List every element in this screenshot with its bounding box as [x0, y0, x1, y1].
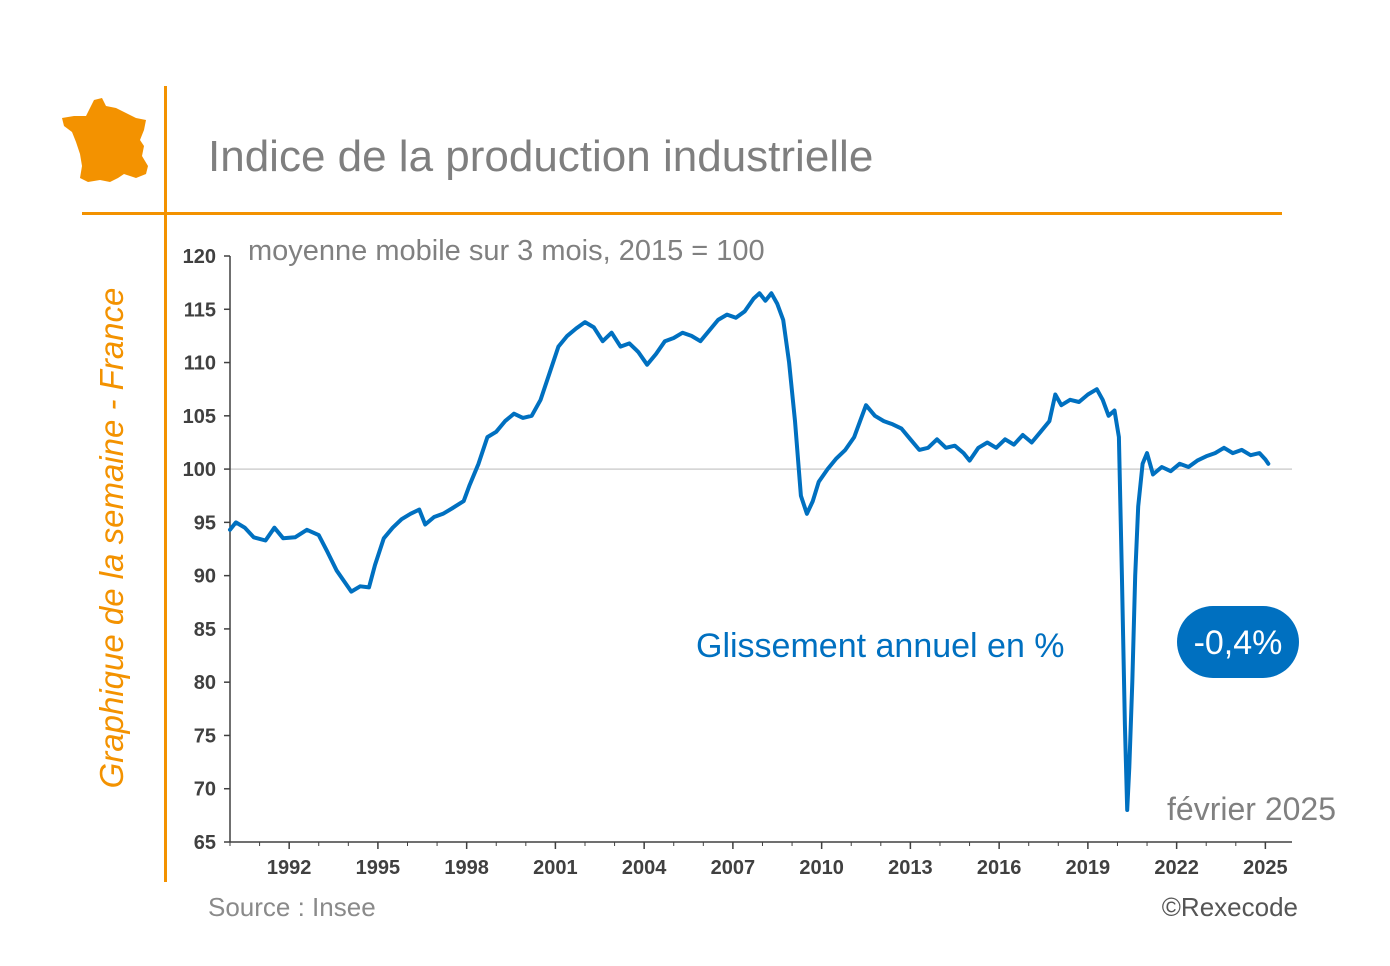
- y-tick-label: 75: [194, 725, 216, 747]
- x-tick-label: 2019: [1066, 857, 1111, 879]
- date-label: février 2025: [1167, 791, 1336, 827]
- value-badge-text: -0,4%: [1194, 624, 1283, 662]
- horizontal-accent-line: [82, 212, 1282, 215]
- series-line: [228, 291, 1271, 812]
- y-tick-label: 100: [183, 459, 216, 481]
- y-tick-label: 95: [194, 512, 216, 534]
- x-tick-label: 2004: [622, 857, 667, 879]
- x-tick-label: 1995: [356, 857, 401, 879]
- y-tick-label: 105: [183, 406, 216, 428]
- y-tick-label: 115: [184, 299, 216, 321]
- y-tick-label: 90: [194, 566, 216, 588]
- chart-subtitle: moyenne mobile sur 3 mois, 2015 = 100: [248, 235, 765, 267]
- source-note: Source : Insee: [208, 892, 376, 922]
- x-tick-label: 2022: [1154, 857, 1199, 879]
- annotation-label: Glissement annuel en %: [696, 627, 1065, 665]
- y-tick-label: 80: [194, 672, 216, 694]
- y-tick-label: 65: [194, 832, 216, 854]
- vertical-accent-line: [164, 86, 167, 882]
- page-title: Indice de la production industrielle: [208, 132, 874, 181]
- x-tick-label: 2025: [1243, 857, 1288, 879]
- y-tick-label: 120: [183, 246, 216, 268]
- x-tick-label: 2016: [977, 857, 1022, 879]
- x-tick-label: 1992: [267, 857, 312, 879]
- y-tick-label: 110: [184, 353, 216, 375]
- value-badge: [1177, 606, 1299, 678]
- y-tick-label: 85: [194, 619, 216, 641]
- france-map-icon: [62, 98, 148, 182]
- x-tick-label: 2013: [888, 857, 933, 879]
- x-tick-label: 2010: [799, 857, 844, 879]
- x-tick-label: 2007: [711, 857, 756, 879]
- y-tick-label: 70: [194, 779, 216, 801]
- x-tick-label: 1998: [444, 857, 489, 879]
- copyright-note: ©Rexecode: [1161, 892, 1298, 922]
- x-tick-label: 2001: [533, 857, 578, 879]
